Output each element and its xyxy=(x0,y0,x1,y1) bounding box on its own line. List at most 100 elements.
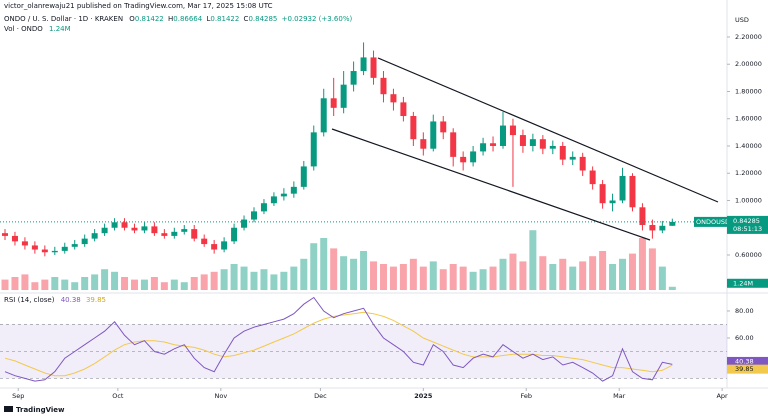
rsi-title: RSI (14, close) xyxy=(4,296,55,304)
brand: TradingView xyxy=(4,406,65,414)
volume-bar xyxy=(619,258,627,290)
volume-name: Vol · ONDO xyxy=(4,25,43,33)
price-label-bg xyxy=(727,215,768,234)
x-tick-label: Mar xyxy=(613,392,626,400)
volume-bar xyxy=(429,261,437,290)
volume-bar xyxy=(101,269,109,290)
volume-bar xyxy=(449,264,457,290)
volume-bar xyxy=(519,261,527,290)
volume-bar xyxy=(290,266,298,290)
volume-bar xyxy=(1,279,9,290)
candle-body xyxy=(440,121,447,133)
value-label-bg xyxy=(727,356,768,366)
candle-body xyxy=(539,139,546,149)
value-label-bg xyxy=(727,364,768,374)
volume-bar xyxy=(409,258,417,290)
trend-line xyxy=(331,128,651,241)
ohlc-value: 0.81422 xyxy=(135,15,164,23)
volume-bar xyxy=(170,279,178,290)
change: +0.02932 (+3.60%) xyxy=(282,15,353,23)
candle-body xyxy=(410,116,417,140)
ohlc-label: H xyxy=(168,15,173,23)
value-label: 39.85 xyxy=(735,365,754,373)
candle-body xyxy=(201,238,208,245)
brand-name: TradingView xyxy=(16,406,65,414)
candle-body xyxy=(400,102,407,117)
candle-body xyxy=(490,143,497,146)
ohlc-label: O xyxy=(129,15,135,23)
rsi-ma-value: 39.85 xyxy=(86,296,106,304)
volume-bar xyxy=(180,282,188,290)
candle-body xyxy=(131,227,138,231)
volume-bar xyxy=(668,286,676,290)
candle-body xyxy=(191,229,198,239)
x-tick-label: Nov xyxy=(214,392,227,400)
candle-body xyxy=(350,71,357,85)
volume-bar xyxy=(389,266,397,290)
volume-bar xyxy=(589,256,597,290)
candle-body xyxy=(659,225,666,231)
x-tick-label: Dec xyxy=(314,392,327,400)
volume-label: 1.24M xyxy=(733,279,753,287)
volume-bar xyxy=(11,277,19,290)
volume-bar xyxy=(638,238,646,290)
candle-body xyxy=(609,200,616,204)
currency: USD xyxy=(735,16,749,24)
volume-bar xyxy=(31,282,39,290)
volume-bar xyxy=(240,266,248,290)
candle-body xyxy=(549,145,556,149)
volume-bar xyxy=(330,248,338,290)
candle-body xyxy=(420,139,427,149)
volume-bar xyxy=(61,279,69,290)
candle-body xyxy=(380,77,387,95)
volume-bar xyxy=(210,271,218,290)
volume-bar xyxy=(658,266,666,290)
volume-bar xyxy=(599,251,607,290)
x-tick-label: 2025 xyxy=(414,392,433,400)
volume-bar xyxy=(360,251,368,290)
volume-bar xyxy=(130,279,138,290)
y-tick-label: 1.20000 xyxy=(735,169,762,177)
volume-bar xyxy=(140,279,148,290)
candle-body xyxy=(161,233,168,236)
volume-bar xyxy=(648,248,656,290)
candle-body xyxy=(31,245,38,250)
candle-body xyxy=(11,235,18,242)
symbol-name: ONDO / U. S. Dollar · 1D · KRAKEN xyxy=(4,15,123,23)
candle-body xyxy=(619,175,626,201)
volume-bar xyxy=(479,269,487,290)
legend-main: ONDO / U. S. Dollar · 1D · KRAKEN O0.814… xyxy=(4,15,352,23)
symbol-tag-bg xyxy=(694,216,727,227)
candle-body xyxy=(270,196,277,204)
candle-body xyxy=(430,121,437,149)
volume-bar xyxy=(280,271,288,290)
candle-body xyxy=(1,233,8,236)
candle-body xyxy=(360,57,367,72)
volume-label-bg xyxy=(727,278,768,288)
y-tick-label: 80.00 xyxy=(735,307,754,315)
x-tick-label: Oct xyxy=(112,392,124,400)
y-tick-label: 1.00000 xyxy=(735,196,762,204)
volume-bar xyxy=(91,274,99,290)
candle-body xyxy=(221,241,228,250)
volume-bar xyxy=(51,277,59,290)
volume-bar xyxy=(150,277,158,290)
candle-body xyxy=(151,226,158,234)
volume-bar xyxy=(499,258,507,290)
volume-bar xyxy=(549,264,557,290)
volume-bar xyxy=(559,258,567,290)
candle-body xyxy=(71,244,78,247)
rsi-value: 40.38 xyxy=(61,296,81,304)
candle-body xyxy=(480,143,487,152)
volume-bar xyxy=(419,266,427,290)
candle-body xyxy=(470,151,477,163)
volume-bar xyxy=(489,266,497,290)
volume-bar xyxy=(21,274,29,290)
candle-body xyxy=(290,186,297,194)
volume-bar xyxy=(81,277,89,290)
value-label: 40.38 xyxy=(735,357,754,365)
candle-body xyxy=(599,184,606,204)
volume-bar xyxy=(260,269,268,290)
candle-body xyxy=(41,249,48,253)
